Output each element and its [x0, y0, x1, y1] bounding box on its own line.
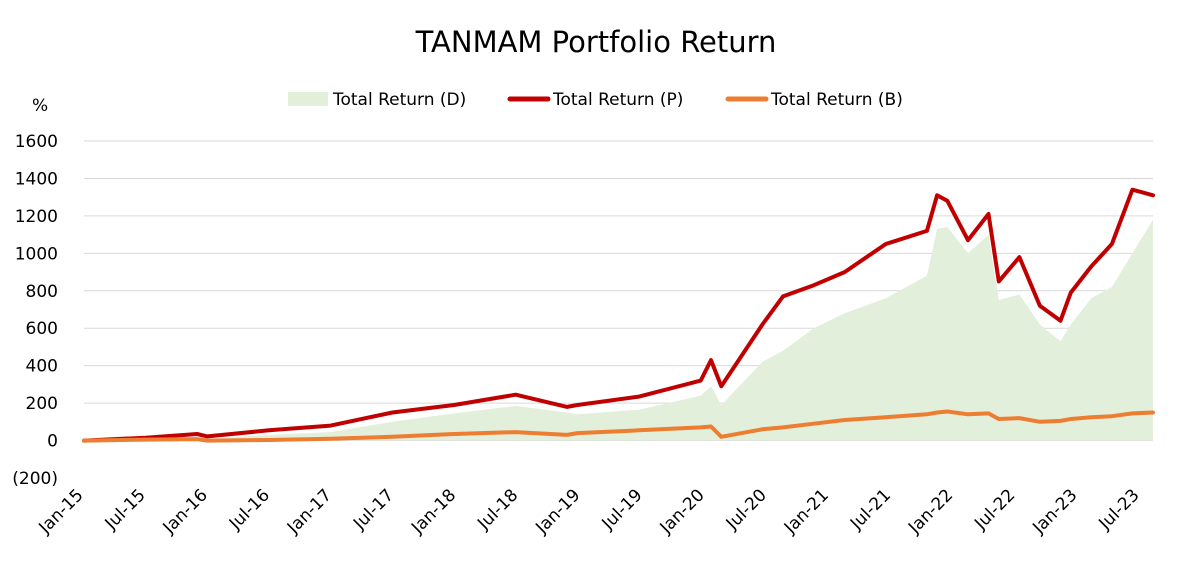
series-layer: [82, 187, 1155, 443]
y-tick-label: 800: [26, 282, 58, 302]
x-tick-label: Jul-21: [846, 485, 895, 534]
x-tick-label: Jan-15: [35, 485, 88, 538]
x-tick-label: Jan-23: [1028, 485, 1081, 538]
legend-item: Total Return (D): [288, 90, 466, 110]
x-axis-ticks: Jan-15 Jul-15 Jan-16 Jul-16 Jan-17 Jul-17 Jan-…: [35, 485, 1144, 538]
legend-label: Total Return (P): [552, 90, 683, 110]
y-axis-unit-label: %: [32, 96, 48, 116]
x-tick-label: Jan-19: [531, 485, 584, 538]
y-tick-label: 0: [47, 432, 58, 452]
y-tick-label: 1000: [15, 244, 58, 264]
series-line-total-return-b: [82, 409, 1155, 443]
y-tick-label: 1400: [15, 169, 58, 189]
x-tick-label: Jul-16: [225, 485, 274, 534]
y-tick-label: 400: [26, 357, 58, 377]
x-tick-label: Jan-22: [904, 485, 957, 538]
y-tick-label: 1600: [15, 132, 58, 152]
chart-legend: Total Return (D) Total Return (P) Total Re…: [288, 90, 903, 110]
legend-swatch: [288, 92, 328, 106]
x-tick-label: Jul-18: [473, 485, 522, 534]
x-tick-label: Jan-21: [780, 485, 833, 538]
legend-label: Total Return (B): [770, 90, 903, 110]
x-tick-label: Jan-18: [407, 485, 460, 538]
y-tick-label: (200): [12, 469, 58, 489]
x-tick-label: Jul-19: [598, 485, 647, 534]
x-tick-label: Jul-22: [970, 485, 1019, 534]
x-tick-label: Jul-17: [349, 485, 398, 534]
series-area-total-return-d: [84, 219, 1153, 441]
x-tick-label: Jan-17: [283, 485, 336, 538]
legend-item: Total Return (P): [507, 90, 683, 110]
x-tick-label: Jul-20: [722, 485, 771, 534]
y-tick-label: 1200: [15, 207, 58, 227]
y-tick-label: 200: [26, 394, 58, 414]
legend-item: Total Return (B): [725, 90, 903, 110]
x-tick-label: Jan-16: [159, 485, 212, 538]
y-axis-ticks: 1600 1400 1200 1000 800 600 400 200 0 (200): [12, 132, 58, 489]
x-tick-label: Jul-15: [101, 485, 150, 534]
x-tick-label: Jul-23: [1095, 485, 1144, 534]
series-line-total-return-p: [82, 187, 1155, 443]
y-tick-label: 600: [26, 319, 58, 339]
x-tick-label: Jan-20: [656, 485, 709, 538]
chart-title: TANMAM Portfolio Return: [415, 25, 777, 59]
legend-label: Total Return (D): [332, 90, 466, 110]
